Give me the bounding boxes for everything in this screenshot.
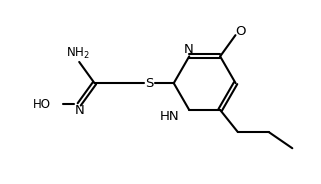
Text: O: O (236, 25, 246, 38)
Text: NH$_2$: NH$_2$ (66, 46, 90, 61)
Text: S: S (145, 77, 154, 90)
Text: N: N (75, 104, 85, 117)
Text: N: N (184, 43, 194, 56)
Text: HO: HO (33, 98, 51, 111)
Text: HN: HN (159, 110, 179, 123)
